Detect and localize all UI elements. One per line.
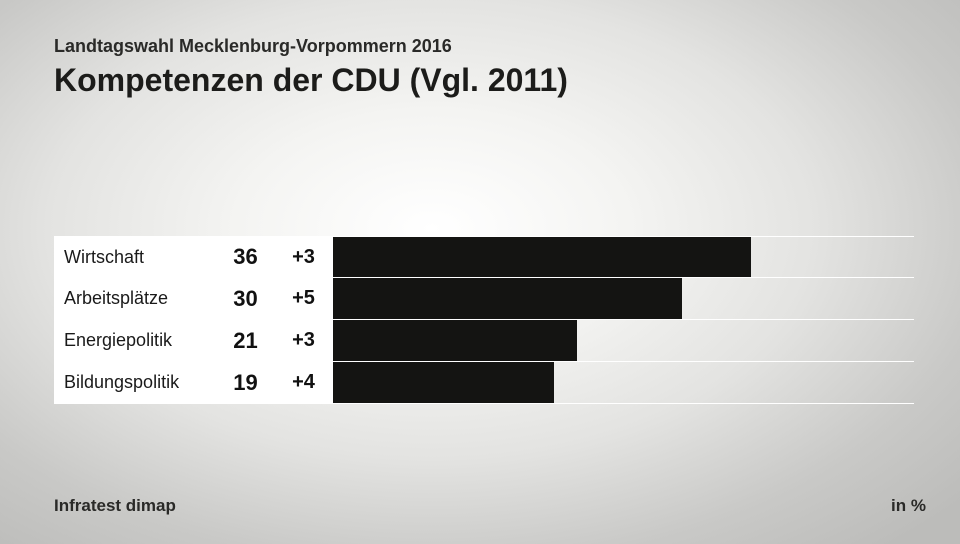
source-label: Infratest dimap — [54, 496, 176, 516]
page-subtitle: Landtagswahl Mecklenburg-Vorpommern 2016 — [54, 36, 452, 57]
row-value: 30 — [217, 278, 275, 319]
page-title: Kompetenzen der CDU (Vgl. 2011) — [54, 62, 568, 99]
row-value: 21 — [217, 320, 275, 361]
row-delta: +4 — [275, 362, 333, 403]
bar-track — [333, 320, 914, 361]
row-delta: +5 — [275, 278, 333, 319]
bar-chart: Wirtschaft36+3Arbeitsplätze30+5Energiepo… — [54, 236, 914, 404]
row-label: Wirtschaft — [54, 237, 217, 277]
unit-label: in % — [891, 496, 926, 516]
bar-track — [333, 362, 914, 403]
row-value: 36 — [217, 237, 275, 277]
bar-track — [333, 237, 914, 277]
chart-row: Wirtschaft36+3 — [54, 236, 914, 278]
bar — [333, 320, 577, 361]
row-delta: +3 — [275, 237, 333, 277]
row-label: Bildungspolitik — [54, 362, 217, 403]
row-value: 19 — [217, 362, 275, 403]
chart-row: Bildungspolitik19+4 — [54, 362, 914, 404]
chart-row: Arbeitsplätze30+5 — [54, 278, 914, 320]
row-label: Energiepolitik — [54, 320, 217, 361]
row-label: Arbeitsplätze — [54, 278, 217, 319]
bar — [333, 278, 682, 319]
bar-track — [333, 278, 914, 319]
chart-row: Energiepolitik21+3 — [54, 320, 914, 362]
bar — [333, 362, 554, 403]
bar — [333, 237, 751, 277]
row-delta: +3 — [275, 320, 333, 361]
